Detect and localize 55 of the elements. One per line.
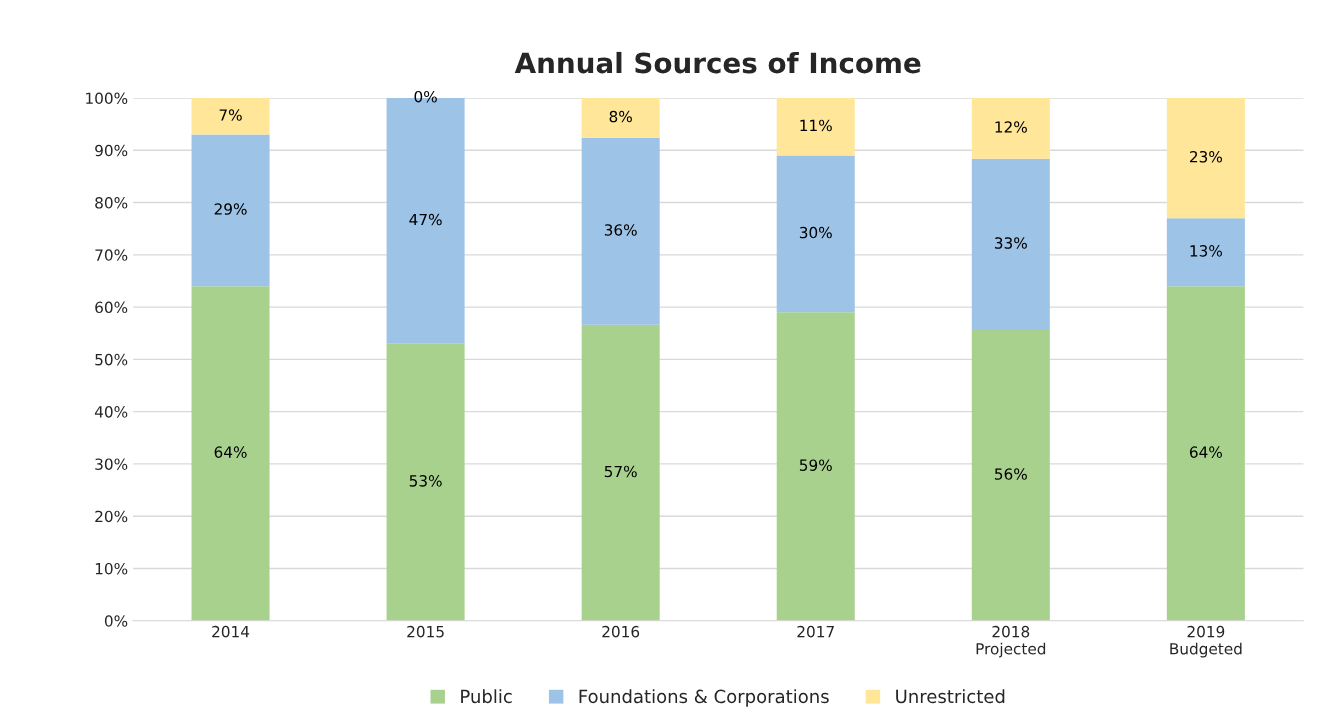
data-label: 7% [219,109,242,121]
x-tick-label: 2016 [602,625,640,638]
data-label: 11% [800,119,832,132]
data-label: 30% [799,226,832,239]
data-label: 36% [604,224,637,236]
bar [581,98,660,138]
bar [581,137,660,325]
x-tick-label: 2014 [212,625,250,638]
y-tick-label: 60% [95,301,128,314]
bar [1166,98,1245,219]
data-label: 12% [995,121,1027,133]
data-label: 8% [609,110,632,123]
data-label: 47% [409,213,442,226]
data-label: 59% [799,459,832,471]
bar [971,330,1050,621]
bar [971,158,1050,331]
bar [191,286,270,621]
bar [776,155,855,313]
y-tick-label: 90% [95,144,128,157]
data-label: 64% [1189,446,1222,458]
legend-label: Public [461,689,512,704]
legend-label: Unrestricted [896,689,1005,704]
data-label: 33% [994,237,1027,249]
y-tick-label: 40% [94,406,128,418]
x-tick-label: 2019 Budgeted [1170,625,1242,658]
x-tick-label: 2017 [797,625,834,638]
bar [386,343,465,621]
bar [776,98,855,156]
data-label: 13% [1190,245,1222,257]
bar [191,98,270,135]
data-label: 57% [604,465,637,478]
data-label: 56% [995,468,1027,480]
bar [971,98,1050,159]
data-label: 0% [414,90,437,103]
y-tick-label: 100% [86,92,128,105]
y-tick-label: 50% [95,353,128,366]
bar [776,312,855,621]
y-tick-label: 70% [95,249,128,261]
y-tick-label: 20% [95,510,128,523]
data-label: 29% [214,203,247,215]
bar [1166,218,1245,287]
legend-label: Foundations & Corporations [579,689,829,707]
y-tick-label: 80% [95,197,128,209]
bar [1166,286,1245,621]
data-label: 53% [409,475,442,487]
bar [581,324,660,621]
x-tick-label: 2015 [407,625,444,638]
bar [191,134,270,287]
y-tick-label: 10% [95,562,128,575]
y-tick-label: 0% [104,615,128,627]
data-label: 64% [214,446,247,458]
data-label: 23% [1190,151,1222,163]
chart-title: Annual Sources of Income [514,51,921,74]
y-tick-label: 30% [95,458,128,470]
x-tick-label: 2018 Projected [976,625,1046,658]
